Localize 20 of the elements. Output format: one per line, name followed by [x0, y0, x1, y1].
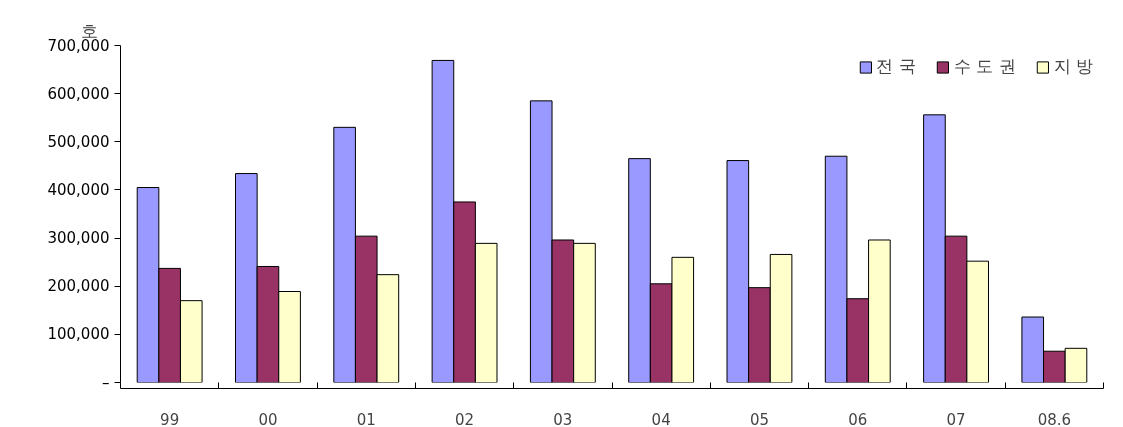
x-tick-label: 08.6	[1037, 410, 1072, 427]
y-tick-label: 600,000	[47, 84, 110, 103]
y-tick-label: 100,000	[47, 325, 110, 344]
x-tick-label: 00	[258, 410, 278, 427]
y-tick-label: 500,000	[47, 132, 110, 151]
x-tick-label: 01	[356, 410, 376, 427]
y-tick-label: 300,000	[47, 229, 110, 248]
x-tick-label: 05	[749, 410, 769, 427]
legend-label: 수 도 권	[953, 55, 1016, 78]
legend-label: 지 방	[1053, 55, 1093, 78]
y-tick-label: 400,000	[47, 180, 110, 199]
x-tick-label: 99	[160, 410, 180, 427]
x-tick-label: 06	[848, 410, 868, 427]
x-tick-label: 04	[651, 410, 671, 427]
legend-label: 전 국	[876, 55, 916, 78]
x-tick-label: 07	[946, 410, 966, 427]
x-tick-label: 03	[553, 410, 573, 427]
y-tick-label: –	[102, 373, 110, 392]
y-tick-label: 200,000	[47, 277, 110, 296]
x-tick-label: 02	[455, 410, 475, 427]
